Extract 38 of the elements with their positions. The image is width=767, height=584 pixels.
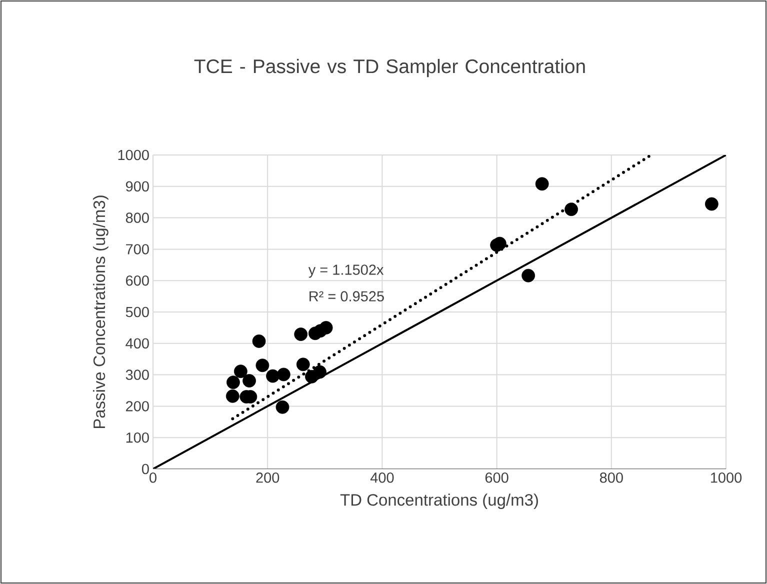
point <box>256 358 270 372</box>
chart-title: TCE - Passive vs TD Sampler Concentration <box>194 58 585 78</box>
point <box>704 197 718 211</box>
y-tick-label: 100 <box>126 432 149 443</box>
point <box>276 368 290 382</box>
y-tick-label: 700 <box>126 244 149 254</box>
point <box>226 389 240 403</box>
annotation: y = 1.1502x <box>308 264 384 278</box>
y-tick-label: 900 <box>126 181 149 192</box>
point <box>522 268 536 282</box>
x-tick-label: 1000 <box>710 472 742 483</box>
point <box>296 358 310 372</box>
point <box>242 374 256 388</box>
x-tick-label: 600 <box>485 472 508 483</box>
point <box>294 328 308 341</box>
point <box>234 364 248 378</box>
annotation: R² = 0.9525 <box>310 291 384 302</box>
y-tick-label: 500 <box>126 306 149 318</box>
y-tick-label: 300 <box>126 370 149 380</box>
point <box>252 334 266 348</box>
y-axis-title: Passive Concentrations (ug/m3) <box>93 196 108 428</box>
y-tick-label: 400 <box>126 338 149 349</box>
y-tick-label: 200 <box>126 401 149 412</box>
point <box>313 365 326 379</box>
y-tick-label: 0 <box>142 464 149 474</box>
y-tick-label: 1000 <box>118 150 149 160</box>
x-tick-label: 200 <box>256 472 280 483</box>
x-axis-title: TD Concentrations (ug/m3) <box>340 494 538 510</box>
y-tick-label: 600 <box>126 275 149 286</box>
y-tick-label: 800 <box>126 212 149 223</box>
x-tick-label: 400 <box>370 472 394 483</box>
point <box>535 177 549 191</box>
point <box>319 321 333 334</box>
point <box>226 376 240 390</box>
point <box>276 400 290 414</box>
x-tick-label: 0 <box>150 472 156 483</box>
x-tick-label: 800 <box>600 472 623 483</box>
point <box>564 202 578 216</box>
